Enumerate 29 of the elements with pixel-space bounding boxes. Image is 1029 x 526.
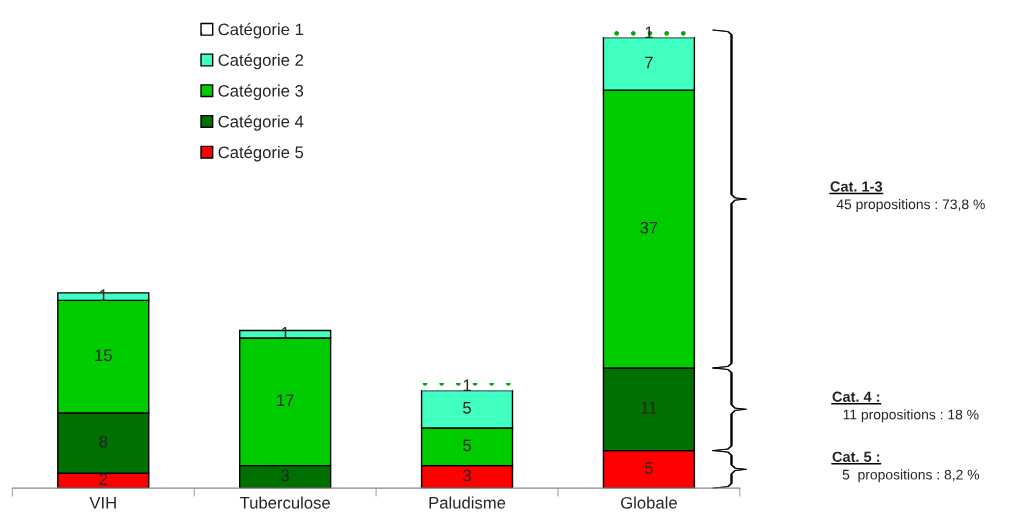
legend-label: Catégorie 1 [218, 22, 304, 39]
data-label: 1 [463, 379, 471, 392]
legend-label: Catégorie 2 [218, 53, 304, 70]
data-label: 5 [463, 402, 471, 414]
x-tick-label: VIH [89, 497, 116, 509]
text: Cat. 1-3 [830, 181, 883, 192]
data-label: 7 [645, 56, 653, 69]
text: 11 propositions : 18 % [843, 409, 979, 423]
data-label: 11 [641, 402, 657, 414]
x-tick-label: Globale [621, 496, 677, 509]
data-label: 2 [99, 473, 108, 485]
data-label: 37 [640, 221, 658, 234]
text: Cat. 4 : [832, 391, 880, 402]
legend-label: Catégorie 4 [218, 115, 304, 131]
data-label: 17 [277, 394, 294, 407]
text: 5 propositions : 8,2 % [842, 469, 980, 483]
data-label: 5 [644, 462, 653, 474]
data-label: 1 [645, 26, 653, 39]
x-tick-label: Tuberculose [239, 496, 330, 509]
text: 45 propositions : 73,8 % [836, 199, 985, 212]
data-label: 5 [463, 439, 471, 452]
data-label: 15 [95, 349, 112, 362]
x-tick-label: Paludisme [429, 496, 506, 509]
text: Cat. 5 : [832, 451, 880, 462]
legend-label: Catégorie 5 [218, 145, 304, 162]
data-label: 3 [463, 469, 471, 482]
legend-label: Catégorie 3 [218, 84, 304, 101]
data-label: 3 [281, 469, 290, 482]
data-label: 8 [99, 435, 108, 448]
